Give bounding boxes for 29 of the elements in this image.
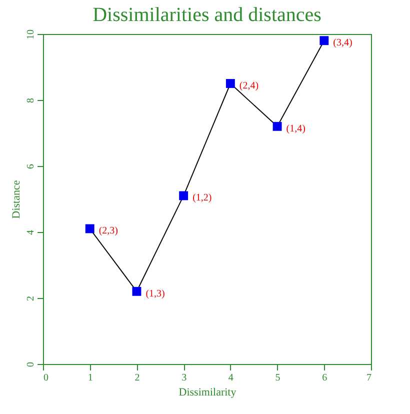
y-tick-label: 10 [26, 30, 36, 40]
annotation: (2,3) [98, 226, 118, 237]
chart-title: Dissimilarities and distances [92, 4, 322, 26]
annotation: (3,4) [333, 38, 352, 49]
annotation: (1,4) [286, 123, 306, 134]
x-axis-title: Dissimilarity [178, 386, 237, 398]
x-tick-label: 3 [182, 372, 187, 384]
x-tick-label: 6 [322, 372, 328, 384]
y-tick-label: 8 [26, 98, 36, 103]
annotation: (2,4) [239, 80, 259, 92]
annotation: (1,2) [192, 192, 212, 204]
point [226, 79, 235, 88]
x-tick-label: 4 [228, 372, 234, 384]
point [320, 36, 329, 46]
x-tick-label: 0 [44, 372, 48, 384]
point [85, 224, 94, 234]
x-tick-label: 7 [366, 372, 372, 384]
x-tick-label: 5 [275, 372, 280, 384]
y-tick-label: 4 [26, 230, 36, 235]
x-tick-label: 1 [88, 372, 93, 384]
annotation: (1,3) [146, 288, 165, 300]
point [179, 191, 188, 200]
point [132, 286, 142, 296]
y-tick-label: 6 [26, 164, 36, 169]
y-tick-label: 2 [26, 296, 36, 301]
y-axis-title: Distance [10, 180, 22, 219]
x-tick-label: 2 [134, 372, 140, 384]
y-tick-label: 0 [26, 362, 36, 367]
point [272, 122, 282, 131]
